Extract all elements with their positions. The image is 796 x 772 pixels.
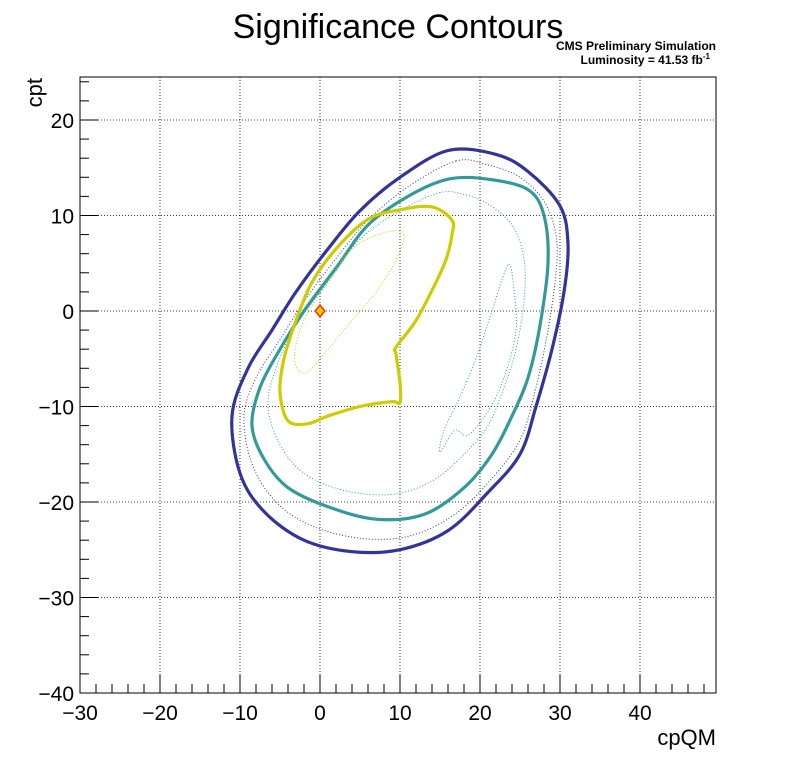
- best-fit-marker: [314, 303, 326, 319]
- x-tick-label: 10: [388, 702, 411, 725]
- y-tick-label: −30: [38, 587, 74, 610]
- contour-lines: [230, 147, 570, 555]
- luminosity-text: Luminosity = 41.53 fb: [581, 53, 703, 67]
- y-tick-labels: −40 −30 −20 −10 0 10 20: [38, 110, 74, 706]
- y-tick-label: 10: [51, 205, 74, 228]
- axis-ticks: [79, 81, 705, 694]
- y-tick-label: 0: [62, 301, 74, 324]
- y-tick-label: −20: [38, 492, 74, 515]
- plot-frame: [79, 76, 717, 694]
- y-tick-label: −10: [38, 396, 74, 419]
- best-fit-marker-group: [314, 303, 326, 319]
- annotation-cms: CMS Preliminary Simulation: [556, 39, 716, 53]
- x-tick-label: 30: [548, 702, 571, 725]
- y-axis-title: cpt: [22, 78, 47, 107]
- contour-line-2: [250, 175, 550, 522]
- annotation-luminosity: Luminosity = 41.53 fb-1: [581, 52, 711, 67]
- x-tick-label: −30: [62, 702, 98, 725]
- x-tick-label: −10: [222, 702, 258, 725]
- x-tick-label: 0: [314, 702, 326, 725]
- contour-line-3: [267, 190, 526, 496]
- x-tick-label: 40: [628, 702, 651, 725]
- x-tick-label: −20: [142, 702, 178, 725]
- chart-title: Significance Contours: [233, 8, 564, 46]
- x-tick-label: 20: [468, 702, 491, 725]
- grid-lines: [80, 77, 716, 693]
- contour-line-6: [293, 230, 405, 374]
- luminosity-superscript: -1: [703, 52, 711, 61]
- x-tick-labels: −30 −20 −10 0 10 20 30 40: [62, 702, 651, 725]
- contour-line-4: [438, 263, 517, 453]
- contour-line-5: [278, 204, 456, 427]
- x-axis-title: cpQM: [657, 725, 716, 750]
- y-tick-label: 20: [51, 110, 74, 133]
- y-tick-label: −40: [38, 683, 74, 706]
- contour-line-0: [230, 147, 570, 555]
- contour-line-1: [243, 159, 558, 540]
